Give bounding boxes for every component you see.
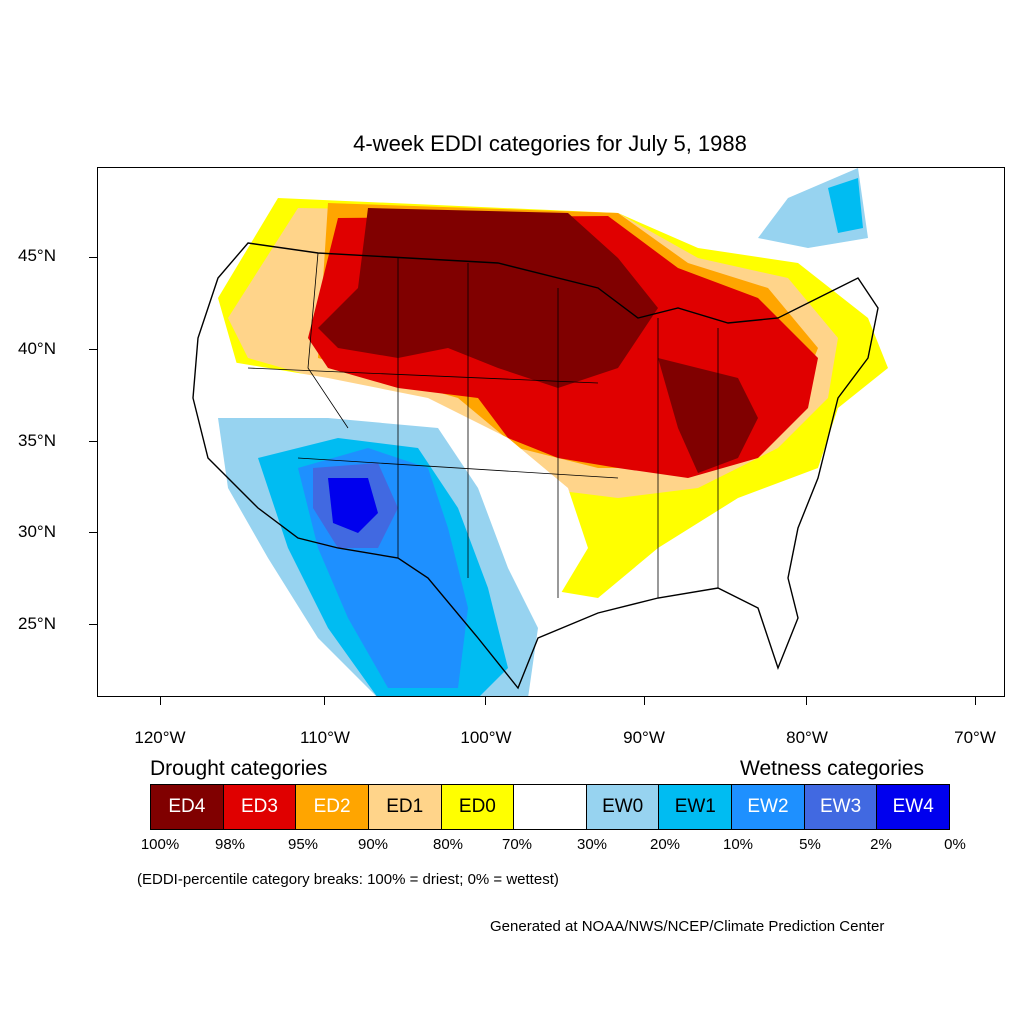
lat-label-35: 35°N	[18, 431, 56, 450]
lat-label-40: 40°N	[18, 339, 56, 358]
state-line-1	[307, 252, 349, 429]
map-title: 4-week EDDI categories for July 5, 1988	[353, 131, 747, 156]
lon-label-110: 110°W	[300, 728, 350, 747]
lon-tick	[975, 697, 976, 705]
wetness-heading: Wetness categories	[740, 757, 925, 780]
pct-break: 20%	[649, 836, 681, 853]
pct-break: 5%	[799, 836, 821, 853]
lat-tick	[89, 349, 97, 350]
pct-break: 80%	[432, 836, 464, 853]
lat-label-45: 45°N	[18, 246, 56, 265]
lon-label-120: 120°W	[134, 728, 186, 747]
legend-ew0: EW0	[586, 785, 660, 829]
lat-label-25: 25°N	[18, 614, 56, 633]
pct-break: 70%	[501, 836, 533, 853]
legend-ed0: ED0	[441, 785, 515, 829]
legend-ed2: ED2	[296, 785, 369, 829]
lon-label-100: 100°W	[460, 728, 512, 747]
us-outline	[192, 242, 879, 690]
legend-neutral	[514, 785, 587, 829]
pct-break: 10%	[722, 836, 754, 853]
lon-tick	[644, 697, 645, 705]
legend-ew4: EW4	[877, 785, 950, 829]
ew1-canada-region	[828, 178, 863, 233]
state-line-4	[247, 367, 599, 384]
lon-label-80: 80°W	[786, 728, 828, 747]
legend-ew1: EW1	[659, 785, 733, 829]
lon-tick	[160, 697, 161, 705]
credit-line: Generated at NOAA/NWS/NCEP/Climate Predi…	[490, 918, 885, 935]
pct-break: 95%	[287, 836, 319, 853]
legend-ew3: EW3	[804, 785, 878, 829]
eddi-map	[192, 168, 888, 696]
lat-tick	[89, 441, 97, 442]
boundaries	[192, 242, 879, 690]
lon-tick	[324, 697, 325, 705]
lon-label-90: 90°W	[623, 728, 665, 747]
lon-label-70: 70°W	[954, 728, 996, 747]
lon-tick	[485, 697, 486, 705]
map-frame	[97, 167, 1005, 697]
legend-ed1: ED1	[368, 785, 442, 829]
category-fields	[208, 168, 888, 696]
lat-tick	[89, 532, 97, 533]
drought-heading: Drought categories	[150, 757, 328, 780]
lat-tick	[89, 624, 97, 625]
pct-break: 30%	[576, 836, 608, 853]
legend-bar: ED4 ED3 ED2 ED1 ED0 EW0 EW1 EW2 EW3 EW4	[150, 784, 950, 830]
legend-ew2: EW2	[732, 785, 805, 829]
category-note: (EDDI-percentile category breaks: 100% =…	[137, 871, 559, 888]
ed4-region-east	[658, 358, 758, 473]
pct-break: 0%	[944, 836, 966, 853]
legend-ed4: ED4	[151, 785, 224, 829]
pct-break: 2%	[870, 836, 892, 853]
state-line-5	[297, 457, 619, 479]
pct-break: 90%	[357, 836, 389, 853]
lat-tick	[89, 257, 97, 258]
lat-label-30: 30°N	[18, 522, 56, 541]
pct-break: 100%	[140, 836, 180, 853]
legend-ed3: ED3	[223, 785, 297, 829]
ew4-region	[328, 478, 378, 533]
lon-tick	[806, 697, 807, 705]
pct-break: 98%	[214, 836, 246, 853]
ed4-region-north	[318, 208, 658, 388]
